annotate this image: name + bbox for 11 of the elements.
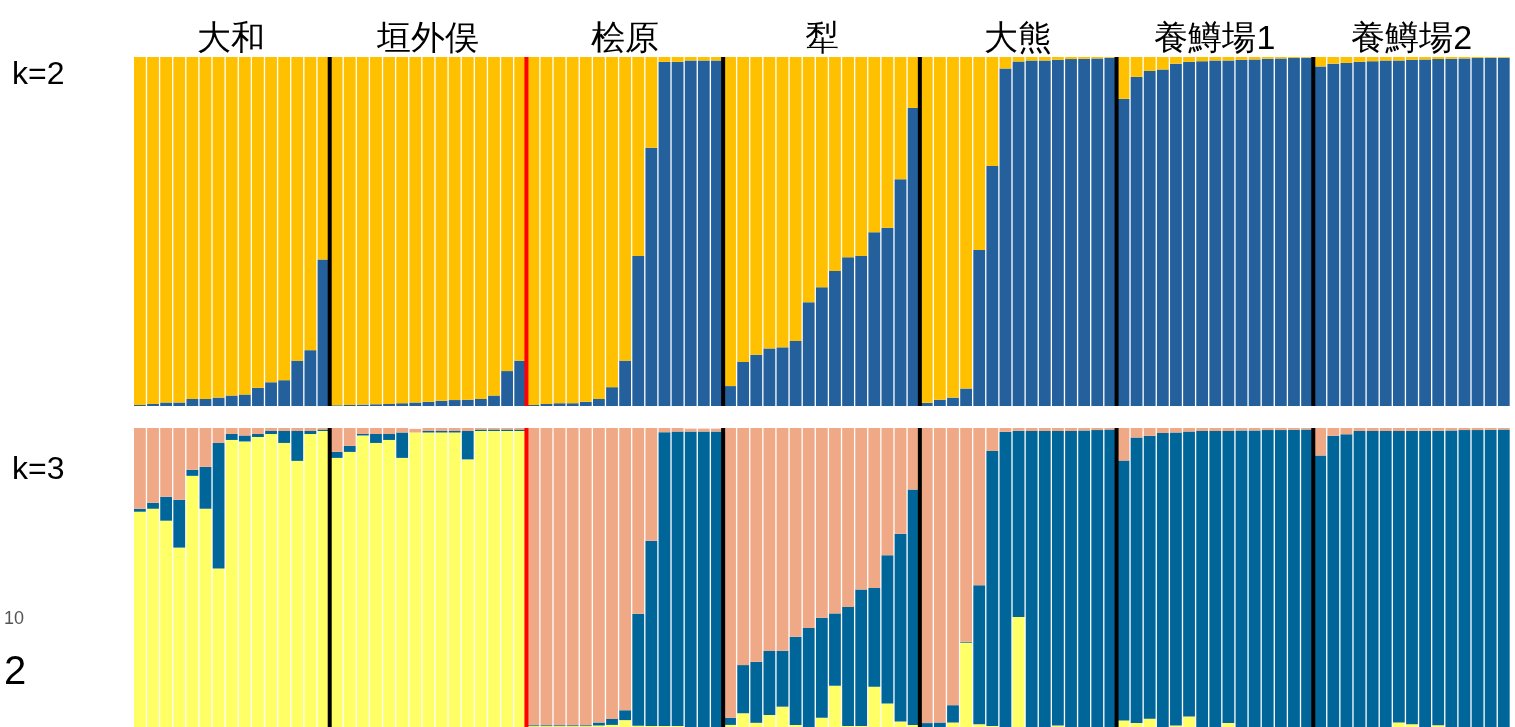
x-tick-label: 垣外俣 [376, 18, 480, 56]
x-tick-label: 養鱒場2 [1351, 18, 1473, 56]
text: 2 [4, 648, 27, 693]
x-tick-label: 犁 [804, 18, 839, 56]
x-tick-label: 養鱒場1 [1154, 18, 1276, 56]
chart-title: k=2 [12, 55, 65, 92]
x-tick-label: 大熊 [984, 18, 1053, 56]
text: k=3 [12, 450, 65, 487]
x-tick-label: 大和 [197, 18, 266, 56]
x-tick-label: 桧原 [590, 18, 659, 56]
text: 10 [4, 608, 25, 629]
